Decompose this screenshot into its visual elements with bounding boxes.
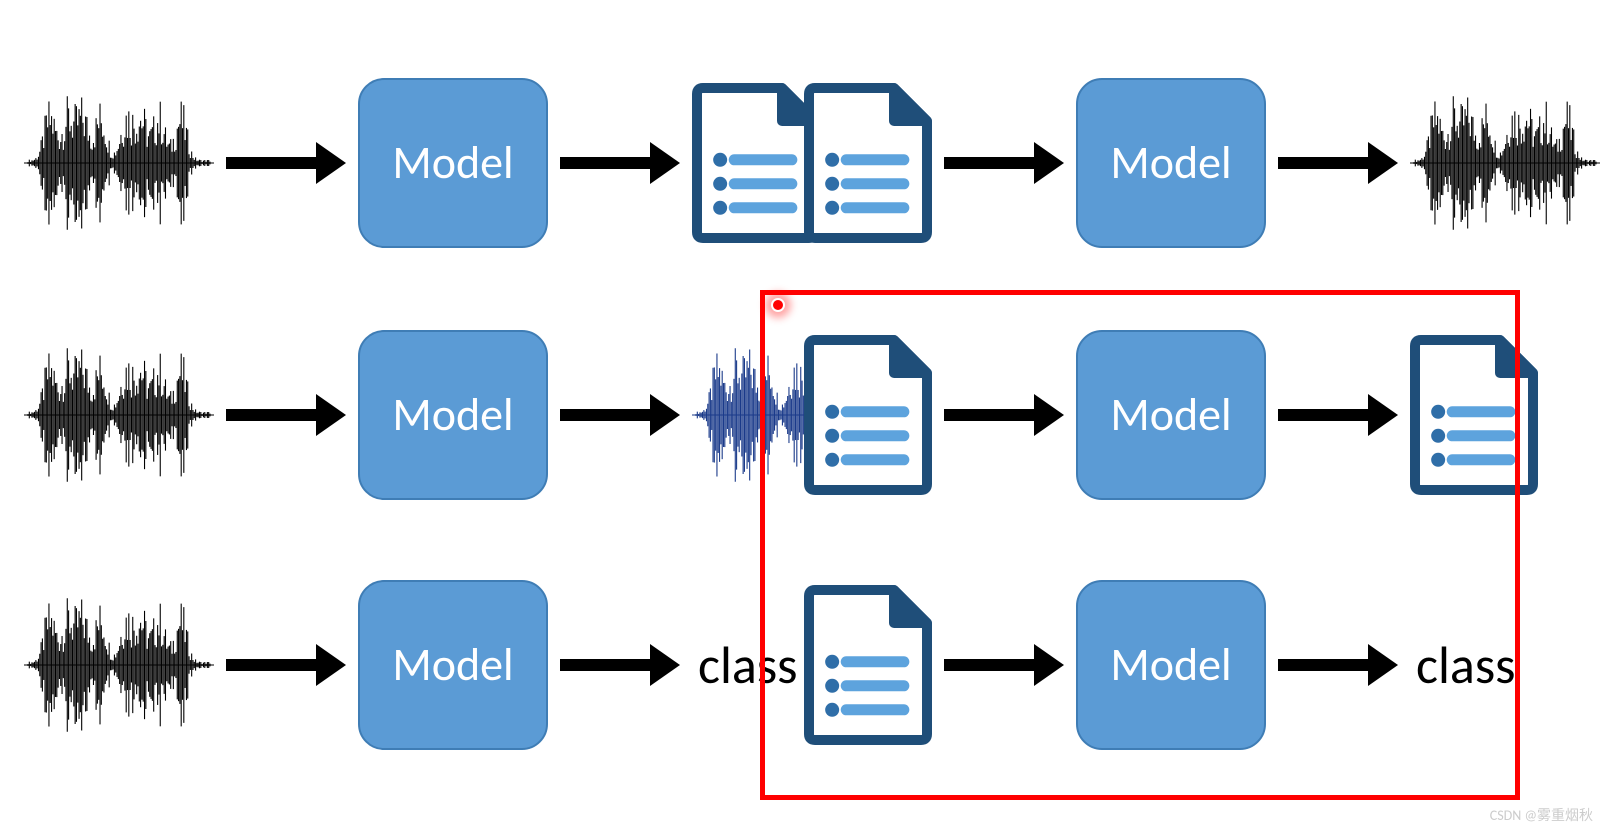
pointer-dot-icon [771,298,785,312]
arrow-icon [944,142,1064,184]
waveform-icon [24,88,214,238]
waveform-icon [24,590,214,740]
model-label: Model [1110,135,1231,191]
arrow-icon [226,142,346,184]
pipeline-row: Model class [20,580,802,750]
model-box: Model [358,330,548,500]
model-label: Model [392,387,513,443]
model-box: Model [358,580,548,750]
arrow-icon [560,142,680,184]
waveform-icon [1410,88,1600,238]
arrow-icon [226,644,346,686]
model-box: Model [1076,78,1266,248]
watermark-text: CSDN @雾重烟秋 [1490,805,1593,825]
model-box: Model [358,78,548,248]
arrow-icon [560,394,680,436]
pipeline-row: Model [20,78,824,248]
arrow-icon [1278,142,1398,184]
arrow-icon [226,394,346,436]
pipeline-row: Model [800,78,1603,248]
model-label: Model [392,135,513,191]
arrow-icon [560,644,680,686]
pipeline-row: Model [20,330,886,500]
document-icon [804,83,932,243]
highlight-box [760,290,1520,800]
model-label: Model [392,637,513,693]
waveform-icon [24,340,214,490]
